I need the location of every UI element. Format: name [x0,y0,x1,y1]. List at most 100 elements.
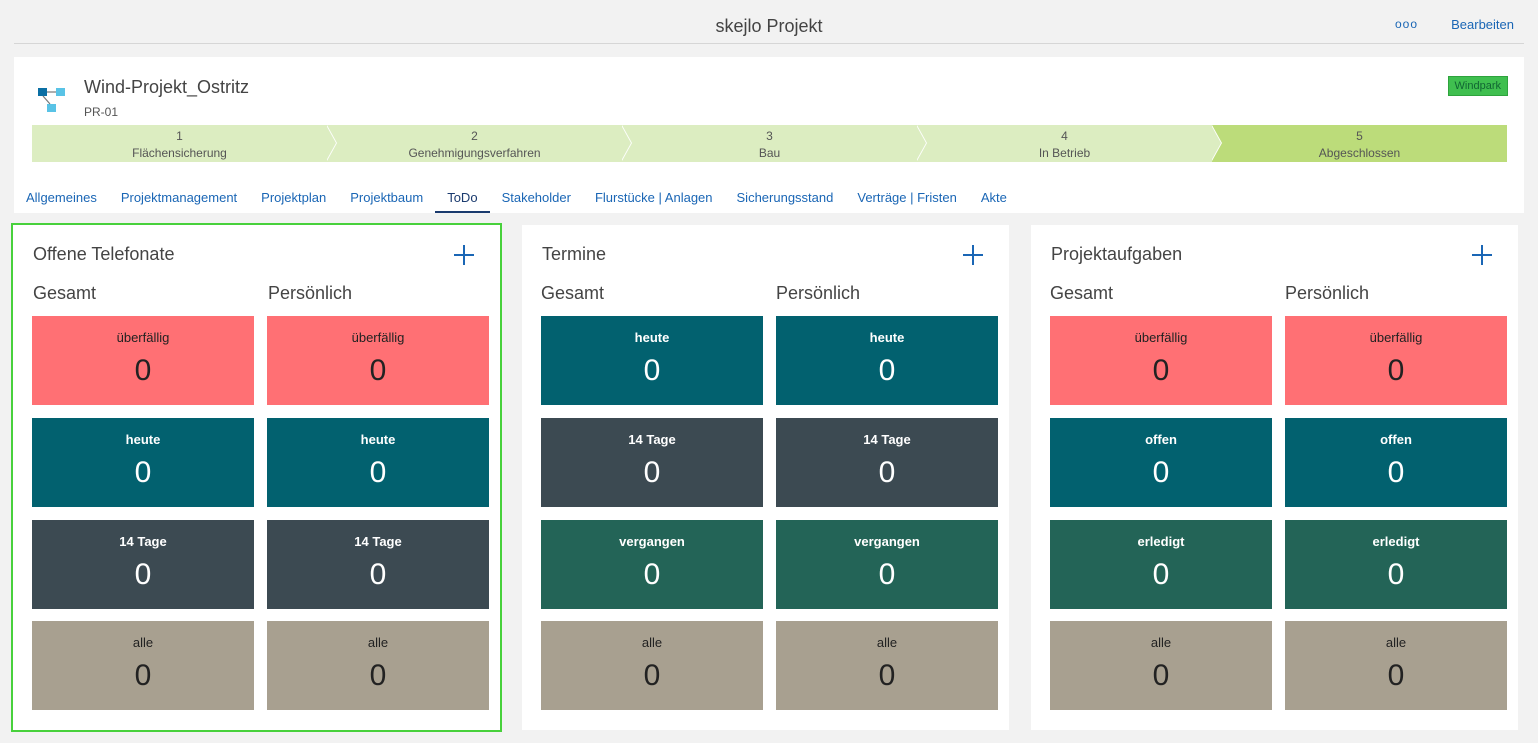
tile-label: überfällig [351,330,405,345]
tile-count: 0 [369,456,387,489]
stage-number: 5 [1356,129,1363,143]
stage-number: 3 [766,129,773,143]
tile-total-all[interactable]: alle 0 [32,621,254,710]
stage-progress: 1 Flächensicherung 2 Genehmigungsverfahr… [32,124,1507,162]
tile-label: erledigt [1137,534,1185,549]
tab-akte[interactable]: Akte [980,190,1007,205]
tile-label: 14 Tage [863,432,911,447]
stage-1[interactable]: 1 Flächensicherung [32,124,337,162]
panel-title: Projektaufgaben [1051,244,1183,264]
tile-personal-overdue[interactable]: überfällig 0 [267,316,489,405]
more-options-button[interactable]: ooo [1394,17,1418,31]
project-name: Wind-Projekt_Ostritz [84,77,250,97]
stage-label: Abgeschlossen [1318,146,1401,160]
tile-count: 0 [134,354,152,387]
tab-todo[interactable]: ToDo [435,188,490,213]
hierarchy-icon [38,88,65,112]
chevron-separator [326,124,337,161]
tile-label: offen [1145,432,1177,447]
add-icon[interactable] [963,245,983,265]
tab-projektmanagement[interactable]: Projektmanagement [120,190,238,205]
stage-5[interactable]: 5 Abgeschlossen [1212,125,1507,162]
project-header: Wind-Projekt_Ostritz PR-01 Windpark 1 Fl… [14,57,1524,213]
chevron-separator [621,124,632,161]
stage-4[interactable]: 4 In Betrieb [917,124,1222,162]
stage-label: In Betrieb [1038,146,1091,160]
tab-bar: Allgemeines Projektmanagement Projektpla… [26,188,1019,213]
tile-label: heute [634,330,670,345]
tile-label: 14 Tage [628,432,676,447]
tile-total-all[interactable]: alle 0 [541,621,763,710]
tile-count: 0 [1152,354,1170,387]
tab-projektbaum[interactable]: Projektbaum [350,190,424,205]
tile-label: alle [132,635,154,650]
tile-count: 0 [643,558,661,591]
chevron-separator [916,124,927,161]
tile-count: 0 [369,659,387,692]
tile-total-past[interactable]: vergangen 0 [541,520,763,609]
tile-total-14-days[interactable]: 14 Tage 0 [541,418,763,507]
tile-label: alle [1150,635,1172,650]
column-header-total: Gesamt [1050,283,1114,303]
tile-label: heute [360,432,396,447]
tile-personal-past[interactable]: vergangen 0 [776,520,998,609]
tab-sicherungsstand[interactable]: Sicherungsstand [736,190,834,205]
tile-count: 0 [878,354,896,387]
tile-label: überfällig [1369,330,1423,345]
tile-total-all[interactable]: alle 0 [1050,621,1272,710]
tile-count: 0 [1387,354,1405,387]
tile-personal-overdue[interactable]: überfällig 0 [1285,316,1507,405]
tile-total-overdue[interactable]: überfällig 0 [32,316,254,405]
project-code: PR-01 [84,105,119,119]
tile-label: alle [367,635,389,650]
tab-stakeholder[interactable]: Stakeholder [501,190,571,205]
tile-personal-today[interactable]: heute 0 [267,418,489,507]
tab-allgemeines[interactable]: Allgemeines [26,190,97,205]
add-icon[interactable] [454,245,474,265]
tile-personal-done[interactable]: erledigt 0 [1285,520,1507,609]
tab-flurstuecke[interactable]: Flurstücke | Anlagen [594,190,713,205]
tile-personal-all[interactable]: alle 0 [267,621,489,710]
tile-label: heute [869,330,905,345]
tile-total-today[interactable]: heute 0 [541,316,763,405]
tile-personal-14-days[interactable]: 14 Tage 0 [267,520,489,609]
tile-personal-all[interactable]: alle 0 [776,621,998,710]
stage-2[interactable]: 2 Genehmigungsverfahren [327,124,632,162]
tile-count: 0 [134,456,152,489]
tile-label: offen [1380,432,1412,447]
tile-personal-open[interactable]: offen 0 [1285,418,1507,507]
tile-count: 0 [134,659,152,692]
tile-personal-today[interactable]: heute 0 [776,316,998,405]
tile-total-today[interactable]: heute 0 [32,418,254,507]
tile-count: 0 [369,558,387,591]
tile-count: 0 [643,354,661,387]
tile-total-open[interactable]: offen 0 [1050,418,1272,507]
add-icon[interactable] [1472,245,1492,265]
tile-count: 0 [1387,558,1405,591]
chevron-separator [1211,124,1222,161]
panel-offene-telefonate: Offene Telefonate Gesamt Persönlich über… [11,223,502,732]
stage-label: Genehmigungsverfahren [408,146,541,160]
tile-total-14-days[interactable]: 14 Tage 0 [32,520,254,609]
tile-label: vergangen [854,534,920,549]
top-bar: skejlo Projekt ooo Bearbeiten [14,0,1524,44]
tile-personal-all[interactable]: alle 0 [1285,621,1507,710]
tile-personal-14-days[interactable]: 14 Tage 0 [776,418,998,507]
project-type-badge: Windpark [1447,76,1508,96]
tile-count: 0 [878,558,896,591]
tile-label: alle [641,635,663,650]
edit-button[interactable]: Bearbeiten [1451,17,1514,32]
tab-projektplan[interactable]: Projektplan [261,190,327,205]
tile-count: 0 [1152,659,1170,692]
tile-count: 0 [878,659,896,692]
tile-count: 0 [643,456,661,489]
stage-label: Flächensicherung [132,146,227,160]
app-title: skejlo Projekt [715,16,823,36]
panel-termine: Termine Gesamt Persönlich heute 0 heute … [522,225,1009,730]
column-header-personal: Persönlich [776,283,861,303]
tile-count: 0 [1152,456,1170,489]
tile-total-overdue[interactable]: überfällig 0 [1050,316,1272,405]
tab-vertraege[interactable]: Verträge | Fristen [857,190,957,205]
tile-total-done[interactable]: erledigt 0 [1050,520,1272,609]
stage-3[interactable]: 3 Bau [622,124,927,162]
